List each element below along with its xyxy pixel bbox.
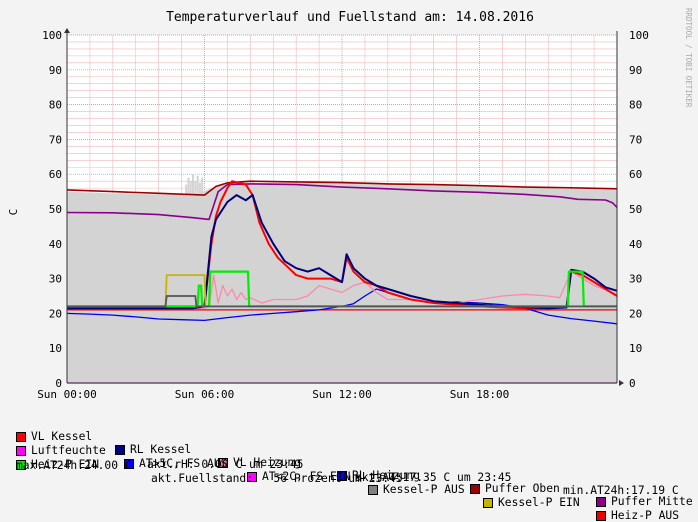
series-lines	[66, 180, 618, 384]
y-tick-label-left: 0	[55, 377, 62, 390]
legend-label: Heiz-P EIN	[31, 458, 100, 471]
legend-swatch	[368, 484, 378, 495]
legend-item: Luftfeuchte	[16, 444, 106, 457]
legend-swatch	[16, 445, 26, 456]
legend-item: VL Heizung	[218, 456, 301, 469]
legend-item: VL Kessel	[16, 430, 92, 443]
x-axis-arrow	[619, 380, 624, 386]
x-tick-label: Sun 06:00	[175, 388, 235, 401]
legend-label: Kessel-P EIN	[498, 496, 580, 509]
y-tick-label-left: 30	[49, 273, 62, 286]
watermark: RRDTOOL / TOBI OETIKER	[684, 8, 693, 108]
y-tick-label-right: 40	[629, 238, 642, 251]
legend-swatch	[470, 483, 480, 494]
x-tick-label: Sun 12:00	[312, 388, 372, 401]
legend-item: Kessel-P EIN	[483, 496, 580, 509]
legend-item: AT>5C, FS AUS	[124, 457, 227, 470]
legend-swatch	[16, 459, 26, 470]
y-axis-label: C	[7, 209, 20, 216]
y-axis-arrow	[64, 28, 70, 33]
y-tick-label-left: 40	[49, 238, 62, 251]
legend-label: AT>5C, FS AUS	[139, 457, 228, 470]
legend-label: VL Heizung	[233, 456, 302, 469]
series-line-vl-heizung	[67, 270, 618, 309]
legend-label: Heiz-P AUS	[611, 509, 680, 522]
y-tick-label-left: 10	[49, 342, 62, 355]
y-tick-label-right: 100	[629, 29, 649, 42]
y-tick-label-left: 100	[42, 29, 62, 42]
legend-item: RL Kessel	[115, 443, 191, 456]
y-tick-label-left: 90	[49, 64, 62, 77]
stat-fuellstand: akt.Fuellstand: 56 Prozent um 23:45	[151, 472, 403, 485]
y-tick-labels-left: 0 10 20 30 40 50 60 70 80 90 100	[42, 29, 62, 390]
y-tick-label-left: 20	[49, 307, 62, 320]
chart-title: Temperaturverlauf und Fuellstand am: 14.…	[166, 10, 534, 25]
y-tick-label-right: 0	[629, 377, 636, 390]
series-line-puffer-oben	[66, 180, 618, 196]
y-tick-label-right: 60	[629, 168, 642, 181]
y-tick-labels-right: 0 10 20 30 40 50 60 70 80 90 100	[629, 29, 649, 390]
legend-label: VL Kessel	[31, 430, 93, 443]
chart-canvas: Temperaturverlauf und Fuellstand am: 14.…	[7, 8, 693, 401]
legend-swatch	[596, 510, 606, 521]
legend-row-1: VL Kessel RL Kessel VL Heizung RL Heizun…	[0, 404, 698, 508]
y-tick-label-left: 50	[49, 203, 62, 216]
y-tick-label-right: 80	[629, 99, 642, 112]
y-tick-label-right: 20	[629, 307, 642, 320]
legend-swatch	[483, 497, 493, 508]
legend-row-4: max.AT24h:24.00 C akt.Fuellstand: 56 Pro…	[0, 446, 698, 485]
y-tick-label-right: 70	[629, 133, 642, 146]
x-tick-labels: Sun 00:00 Sun 06:00 Sun 12:00 Sun 18:00	[37, 388, 509, 401]
legend-swatch	[124, 458, 134, 469]
legend-swatch	[596, 496, 606, 507]
legend-item: Heiz-P AUS	[596, 509, 679, 522]
series-line-heiz-p-ein	[67, 270, 617, 308]
legend-swatch	[115, 444, 125, 455]
legend-item: Heiz-P EIN	[16, 458, 99, 471]
y-tick-label-left: 70	[49, 133, 62, 146]
stat-max-at: max.AT24h:24.00 C	[16, 459, 132, 472]
series-line-rl-kessel	[67, 194, 618, 310]
axes	[64, 28, 624, 386]
legend-label: RL Kessel	[130, 443, 192, 456]
legend-swatch	[218, 457, 228, 468]
y-tick-label-right: 50	[629, 203, 642, 216]
y-tick-label-left: 80	[49, 99, 62, 112]
series-line-puffer-mitte	[66, 183, 618, 221]
legend-swatch	[16, 431, 26, 442]
rrd-graph: { "title": "Temperaturverlauf und Fuells…	[0, 8, 698, 522]
x-tick-label: Sun 18:00	[450, 388, 510, 401]
y-tick-label-left: 60	[49, 168, 62, 181]
stat-akt-rh: akt.rH: 0.00 C um 23:45	[147, 458, 304, 471]
series-line-kessel-p-aus	[67, 295, 617, 308]
y-tick-label-right: 30	[629, 273, 642, 286]
y-tick-label-right: 90	[629, 64, 642, 77]
legend-label: Luftfeuchte	[31, 444, 106, 457]
y-tick-label-right: 10	[629, 342, 642, 355]
x-tick-label: Sun 00:00	[37, 388, 97, 401]
legend-row-3: Heiz-P EIN akt.rH: 0.00 C um 23:45 akt.A…	[0, 432, 698, 497]
legend-row-2: Luftfeuchte AT>5C, FS AUS AT<2C, FS EIN …	[0, 418, 698, 522]
stat-min-at: min.AT24h:17.19 C	[563, 484, 679, 497]
